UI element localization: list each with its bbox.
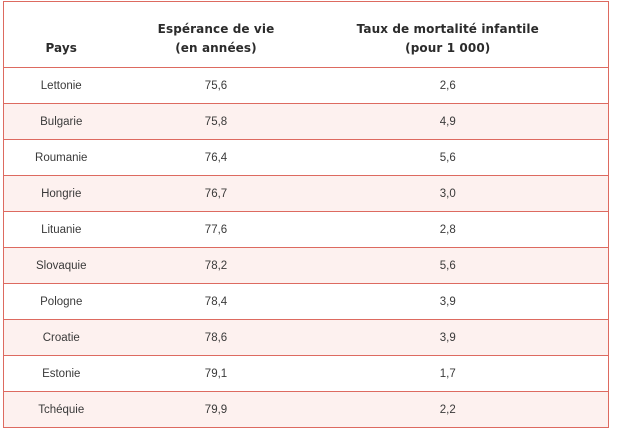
header-life-expectancy: Espérance de vie (en années) — [118, 1, 314, 68]
country-cell: Croatie — [3, 319, 119, 356]
life-expectancy-cell: 78,2 — [118, 247, 314, 284]
statistics-table: Pays Espérance de vie (en années) Taux d… — [3, 1, 609, 428]
table-row: Roumanie 76,4 5,6 — [3, 139, 609, 176]
table-row: Pologne 78,4 3,9 — [3, 283, 609, 320]
country-cell: Lettonie — [3, 67, 119, 104]
life-expectancy-cell: 78,6 — [118, 319, 314, 356]
country-cell: Pologne — [3, 283, 119, 320]
table-row: Tchéquie 79,9 2,2 — [3, 391, 609, 428]
country-cell: Tchéquie — [3, 391, 119, 428]
infant-mortality-cell: 3,9 — [313, 283, 609, 320]
infant-mortality-cell: 5,6 — [313, 139, 609, 176]
infant-mortality-cell: 2,6 — [313, 67, 609, 104]
header-infant-mortality-line1: Taux de mortalité infantile — [356, 22, 539, 36]
table-row: Estonie 79,1 1,7 — [3, 355, 609, 392]
infant-mortality-cell: 2,2 — [313, 391, 609, 428]
country-cell: Bulgarie — [3, 103, 119, 140]
header-infant-mortality: Taux de mortalité infantile (pour 1 000) — [313, 1, 609, 68]
infant-mortality-cell: 3,0 — [313, 175, 609, 212]
life-expectancy-cell: 79,9 — [118, 391, 314, 428]
table-row: Hongrie 76,7 3,0 — [3, 175, 609, 212]
life-expectancy-cell: 77,6 — [118, 211, 314, 248]
table-row: Bulgarie 75,8 4,9 — [3, 103, 609, 140]
infant-mortality-cell: 2,8 — [313, 211, 609, 248]
country-cell: Roumanie — [3, 139, 119, 176]
header-infant-mortality-line2: (pour 1 000) — [405, 41, 491, 55]
life-expectancy-cell: 79,1 — [118, 355, 314, 392]
life-expectancy-cell: 75,6 — [118, 67, 314, 104]
life-expectancy-cell: 76,7 — [118, 175, 314, 212]
header-life-expectancy-line1: Espérance de vie — [157, 22, 275, 36]
header-life-expectancy-line2: (en années) — [175, 41, 257, 55]
country-cell: Estonie — [3, 355, 119, 392]
table-row: Lituanie 77,6 2,8 — [3, 211, 609, 248]
header-country: Pays — [3, 1, 119, 68]
table-body: Lettonie 75,6 2,6 Bulgarie 75,8 4,9 Roum… — [3, 67, 609, 428]
life-expectancy-cell: 76,4 — [118, 139, 314, 176]
table-row: Croatie 78,6 3,9 — [3, 319, 609, 356]
table-row: Slovaquie 78,2 5,6 — [3, 247, 609, 284]
country-cell: Hongrie — [3, 175, 119, 212]
infant-mortality-cell: 3,9 — [313, 319, 609, 356]
life-expectancy-cell: 78,4 — [118, 283, 314, 320]
table-row: Lettonie 75,6 2,6 — [3, 67, 609, 104]
header-country-label: Pays — [45, 41, 78, 55]
country-cell: Slovaquie — [3, 247, 119, 284]
life-expectancy-cell: 75,8 — [118, 103, 314, 140]
country-cell: Lituanie — [3, 211, 119, 248]
infant-mortality-cell: 5,6 — [313, 247, 609, 284]
infant-mortality-cell: 4,9 — [313, 103, 609, 140]
infant-mortality-cell: 1,7 — [313, 355, 609, 392]
header-row: Pays Espérance de vie (en années) Taux d… — [3, 1, 609, 68]
table-header: Pays Espérance de vie (en années) Taux d… — [3, 1, 609, 68]
